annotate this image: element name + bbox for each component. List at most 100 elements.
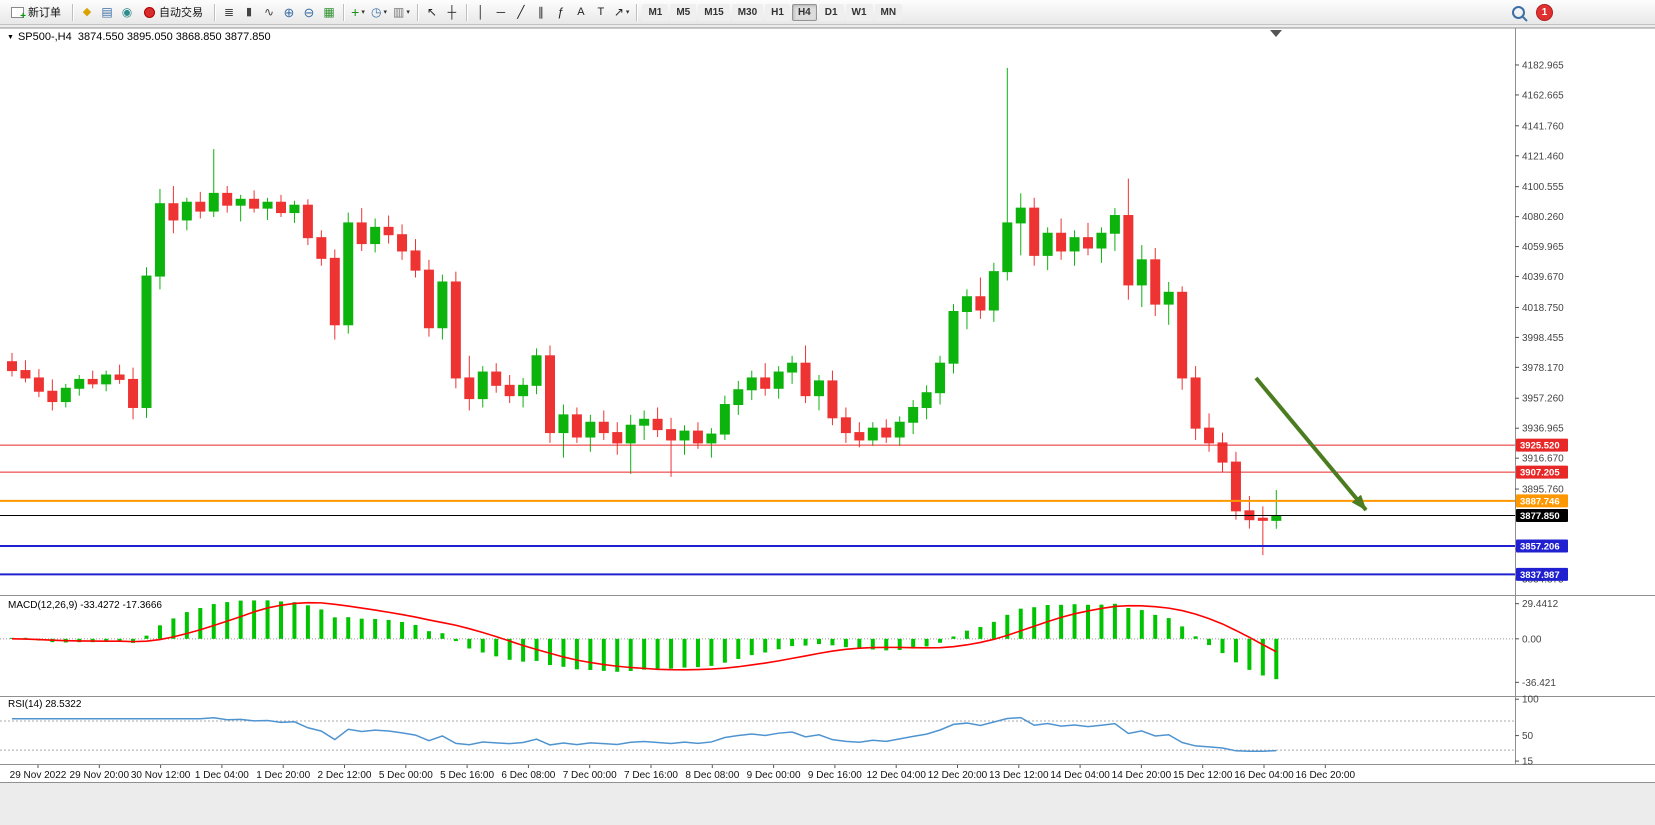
fibonacci-button[interactable]: ƒ <box>551 2 571 22</box>
notifications-badge[interactable]: 1 <box>1536 3 1553 21</box>
price-scale-label: 3916.670 <box>1522 454 1564 465</box>
time-axis-label: 13 Dec 12:00 <box>989 770 1049 781</box>
price-scale-label: 4100.555 <box>1522 182 1564 193</box>
timeframe-m1[interactable]: M1 <box>642 3 669 21</box>
time-axis-label: 14 Dec 04:00 <box>1050 770 1110 781</box>
time-axis-label: 15 Dec 12:00 <box>1173 770 1233 781</box>
macd-scale-label: 0.00 <box>1522 634 1542 645</box>
toolbar-separator <box>416 3 418 21</box>
new-chart-button[interactable]: + ▾ <box>348 2 368 22</box>
zoom-in-button[interactable]: ⊕ <box>279 2 299 22</box>
price-level-badge: 3887.746 <box>1516 494 1568 508</box>
time-axis-label: 29 Nov 20:00 <box>70 770 130 781</box>
price-level-badge: 3907.205 <box>1516 465 1568 479</box>
rsi-indicator-header: RSI(14) 28.5322 <box>8 699 81 710</box>
rsi-scale-label: 50 <box>1522 731 1534 742</box>
price-level-badge: 3857.206 <box>1516 539 1568 553</box>
channel-button[interactable]: ∥ <box>531 2 551 22</box>
chart-shift-marker[interactable] <box>1270 30 1282 37</box>
text-label-button[interactable]: T <box>591 2 611 22</box>
timeframe-m30[interactable]: M30 <box>731 3 764 21</box>
high-value: 3895.050 <box>126 31 173 43</box>
time-axis-label: 16 Dec 20:00 <box>1296 770 1356 781</box>
autotrade-button[interactable]: 自动交易 <box>137 2 210 22</box>
line-chart-icon: ∿ <box>263 5 275 19</box>
trend-arrow[interactable] <box>1254 376 1368 512</box>
time-axis[interactable]: 29 Nov 2022 29 Nov 20:00 30 Nov 12:00 1 Dec… <box>10 765 1356 781</box>
crosshair-button[interactable]: ┼ <box>442 2 462 22</box>
price-scale-label: 4141.760 <box>1522 121 1564 132</box>
text-label-icon: T <box>597 5 605 18</box>
price-level-badge: 3925.520 <box>1516 438 1568 452</box>
text-icon: A <box>577 5 585 18</box>
navigator-button[interactable]: ◉ <box>117 2 137 22</box>
dropdown-caret-icon: ▾ <box>406 9 410 16</box>
periods-button[interactable]: ◷ ▾ <box>368 2 390 22</box>
vertical-line-button[interactable]: │ <box>471 2 491 22</box>
profiles-button[interactable]: ◆ <box>77 2 97 22</box>
price-scale-label: 4039.670 <box>1522 272 1564 283</box>
search-icon <box>1511 5 1525 19</box>
templates-button[interactable]: ▥ ▾ <box>390 2 413 22</box>
timeframe-d1[interactable]: D1 <box>818 3 844 21</box>
svg-text:3907.205: 3907.205 <box>1520 468 1560 479</box>
time-axis-label: 30 Nov 12:00 <box>131 770 191 781</box>
trendline-icon: ╱ <box>517 5 525 19</box>
horizontal-line-icon: ─ <box>496 5 506 19</box>
market-watch-button[interactable]: ▤ <box>97 2 117 22</box>
price-scale-label: 3895.760 <box>1522 485 1564 496</box>
time-axis-label: 6 Dec 08:00 <box>501 770 555 781</box>
tile-windows-button[interactable]: ▦ <box>319 2 339 22</box>
dropdown-caret-icon: ▾ <box>361 9 365 16</box>
line-chart-button[interactable]: ∿ <box>259 2 279 22</box>
price-scale-label: 3978.170 <box>1522 363 1564 374</box>
candlestick-series <box>7 67 1282 556</box>
dropdown-caret-icon: ▾ <box>383 9 387 16</box>
time-axis-label: 29 Nov 2022 <box>10 770 67 781</box>
horizontal-line-button[interactable]: ─ <box>491 2 511 22</box>
profiles-icon: ◆ <box>82 5 92 18</box>
rsi-name: RSI(14) <box>8 699 43 710</box>
price-level-lines <box>0 444 1515 576</box>
current-price-badge: 3877.850 <box>1516 508 1568 522</box>
periods-icon: ◷ <box>371 5 382 19</box>
price-scale-label: 3998.455 <box>1522 333 1564 344</box>
time-axis-label: 16 Dec 04:00 <box>1234 770 1294 781</box>
price-level-badge: 3837.987 <box>1516 567 1568 581</box>
new-chart-icon: + <box>351 4 360 20</box>
price-scale-label: 4121.460 <box>1522 151 1564 162</box>
bar-chart-button[interactable]: ≣ <box>219 2 239 22</box>
new-order-button[interactable]: 新订单 <box>4 2 68 22</box>
new-order-icon <box>11 6 26 22</box>
channel-icon: ∥ <box>537 5 544 19</box>
candlestick-chart-button[interactable]: ▮ <box>239 2 259 22</box>
timeframe-w1[interactable]: W1 <box>845 3 873 21</box>
zoom-out-button[interactable]: ⊖ <box>299 2 319 22</box>
timeframe-m15[interactable]: M15 <box>698 3 730 21</box>
chart-menu-arrow-icon[interactable]: ▼ <box>7 33 14 41</box>
macd-signal-line <box>11 601 1277 671</box>
cursor-icon: ↖ <box>426 5 437 19</box>
macd-scale-label: -36.421 <box>1522 678 1556 689</box>
cursor-button[interactable]: ↖ <box>422 2 442 22</box>
time-axis-label: 2 Dec 12:00 <box>318 770 372 781</box>
arrows-icon: ↗ <box>613 5 624 19</box>
timeframe-mn[interactable]: MN <box>874 3 903 21</box>
templates-icon: ▥ <box>393 5 405 19</box>
svg-text:3925.520: 3925.520 <box>1520 441 1560 452</box>
text-button[interactable]: A <box>571 2 591 22</box>
candlestick-chart-icon: ▮ <box>245 5 253 18</box>
search-button[interactable] <box>1508 2 1528 22</box>
timeframe-group: M1 M5 M15 M30 H1 H4 D1 W1 MN <box>641 3 903 21</box>
price-scale-label: 4182.965 <box>1522 60 1564 71</box>
arrows-button[interactable]: ↗ ▾ <box>611 2 633 22</box>
timeframe-m5[interactable]: M5 <box>670 3 697 21</box>
timeframe-h4[interactable]: H4 <box>791 3 817 21</box>
toolbar-separator <box>636 3 638 21</box>
timeframe-h1[interactable]: H1 <box>765 3 790 21</box>
trendline-button[interactable]: ╱ <box>511 2 531 22</box>
close-value: 3877.850 <box>224 31 271 43</box>
fibonacci-icon: ƒ <box>557 5 565 19</box>
macd-values: -33.4272 -17.3666 <box>80 600 162 611</box>
